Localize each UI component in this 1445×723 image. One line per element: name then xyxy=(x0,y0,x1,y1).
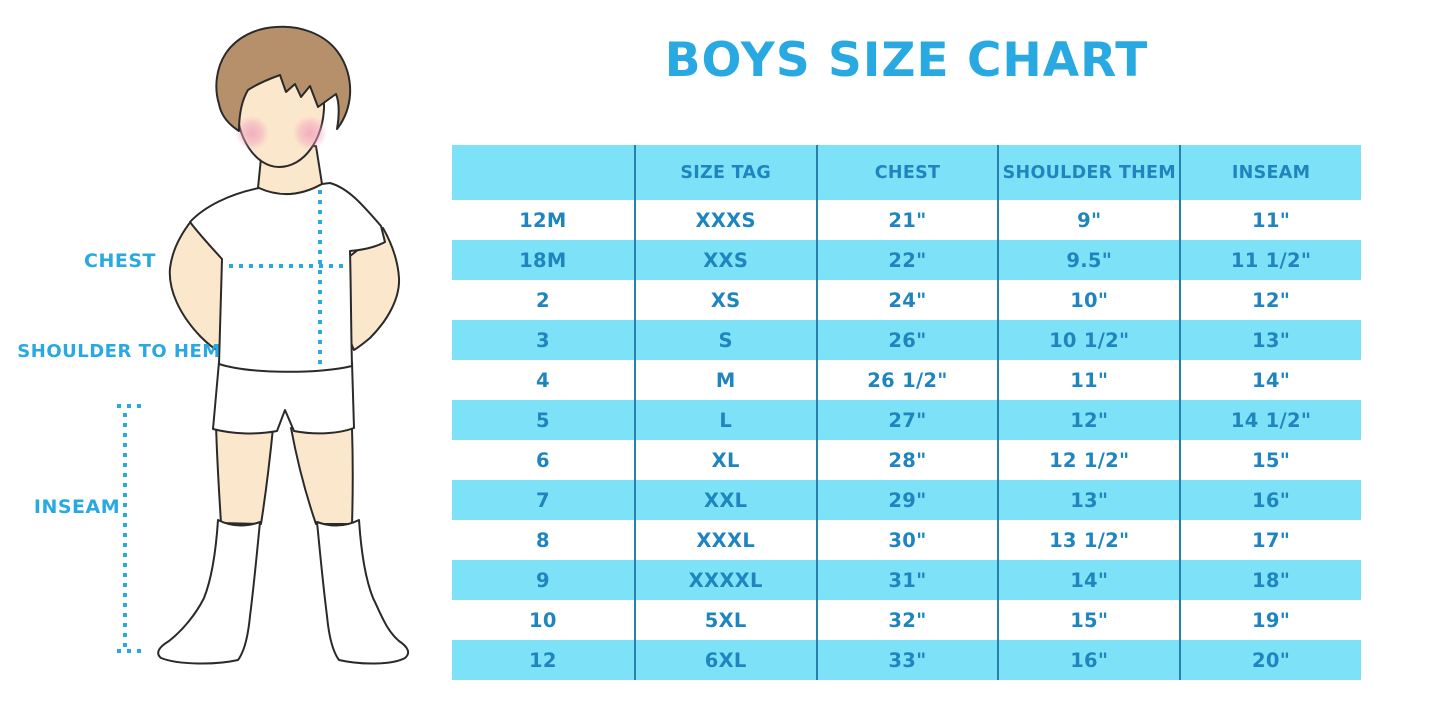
table-cell: 20" xyxy=(1179,640,1361,680)
table-cell: XXS xyxy=(633,240,816,280)
table-cell: 24" xyxy=(815,280,998,320)
table-cell: 11 1/2" xyxy=(1179,240,1361,280)
table-cell: 3 xyxy=(535,328,550,352)
table-cell: 16" xyxy=(1179,480,1361,520)
table-cell: XXXL xyxy=(633,520,816,560)
table-cell: 14" xyxy=(997,560,1179,600)
table-cell: XS xyxy=(633,280,816,320)
right-cheek xyxy=(293,116,327,150)
table-cell: 4 xyxy=(535,368,550,392)
hair-shape xyxy=(215,25,352,132)
table-cell: 10" xyxy=(997,280,1179,320)
table-cell: 29" xyxy=(815,480,998,520)
table-cell: S xyxy=(633,320,816,360)
chest-measurement-label: CHEST xyxy=(84,250,156,272)
table-cell: 9.5" xyxy=(997,240,1179,280)
column-header-empty xyxy=(452,145,634,200)
table-row-size-2: 2 XS 24" 10" 12" xyxy=(452,280,1361,320)
table-row-size-10: 10 5XL 32" 15" 19" xyxy=(452,600,1361,640)
table-cell: 11" xyxy=(997,360,1179,400)
table-cell: 19" xyxy=(1179,600,1361,640)
boy-illustration xyxy=(117,25,410,665)
table-cell: 18M xyxy=(519,248,567,272)
inseam-measurement-label: INSEAM xyxy=(33,496,121,518)
table-row-size-9: 9 XXXXL 31" 14" 18" xyxy=(452,560,1361,600)
table-cell: 2 xyxy=(535,288,550,312)
table-row-size-8: 8 XXXL 30" 13 1/2" 17" xyxy=(452,520,1361,560)
table-cell: 30" xyxy=(815,520,998,560)
table-cell: 14 1/2" xyxy=(1179,400,1361,440)
table-cell: 13 1/2" xyxy=(997,520,1179,560)
left-leg-shape xyxy=(215,424,274,525)
table-cell: 9" xyxy=(997,200,1179,240)
table-row-size-6: 6 XL 28" 12 1/2" 15" xyxy=(452,440,1361,480)
column-header-shoulder-them: SHOULDER THEM xyxy=(997,145,1179,200)
table-row-size-3: 3 S 26" 10 1/2" 13" xyxy=(452,320,1361,360)
table-row-size-12: 12 6XL 33" 16" 20" xyxy=(452,640,1361,680)
table-cell: 27" xyxy=(815,400,998,440)
table-cell: 5 xyxy=(535,408,550,432)
size-chart-table: SIZE TAG CHEST SHOULDER THEM INSEAM 12M XXXS… xyxy=(452,145,1361,680)
table-cell: 17" xyxy=(1179,520,1361,560)
table-cell: XL xyxy=(633,440,816,480)
column-header-size-tag: SIZE TAG xyxy=(633,145,816,200)
table-cell: 13" xyxy=(1179,320,1361,360)
table-cell: 33" xyxy=(815,640,998,680)
table-cell: XXXS xyxy=(633,200,816,240)
table-cell: 15" xyxy=(997,600,1179,640)
table-cell: 16" xyxy=(997,640,1179,680)
table-cell: 12 1/2" xyxy=(997,440,1179,480)
table-header-row: SIZE TAG CHEST SHOULDER THEM INSEAM xyxy=(452,145,1361,200)
column-header-inseam: INSEAM xyxy=(1179,145,1361,200)
table-cell: 15" xyxy=(1179,440,1361,480)
table-cell: 12 xyxy=(529,648,557,672)
table-cell: 21" xyxy=(815,200,998,240)
table-cell: 13" xyxy=(997,480,1179,520)
table-row-size-5: 5 L 27" 12" 14 1/2" xyxy=(452,400,1361,440)
shoulder-to-hem-measurement-label: SHOULDER TO HEM xyxy=(17,341,221,362)
table-cell: 26" xyxy=(815,320,998,360)
table-cell: 14" xyxy=(1179,360,1361,400)
table-row-size-12m: 12M XXXS 21" 9" 11" xyxy=(452,200,1361,240)
table-cell: 10 1/2" xyxy=(997,320,1179,360)
table-cell: L xyxy=(633,400,816,440)
table-cell: 31" xyxy=(815,560,998,600)
table-cell: 12" xyxy=(1179,280,1361,320)
table-cell: 6 xyxy=(535,448,550,472)
table-cell: 18" xyxy=(1179,560,1361,600)
table-row-size-18m: 18M XXS 22" 9.5" 11 1/2" xyxy=(452,240,1361,280)
table-cell: XXL xyxy=(633,480,816,520)
left-sock-shape xyxy=(157,519,261,665)
table-cell: 10 xyxy=(529,608,557,632)
table-row-size-7: 7 XXL 29" 13" 16" xyxy=(452,480,1361,520)
table-cell: XXXXL xyxy=(633,560,816,600)
table-cell: 12M xyxy=(519,208,567,232)
table-cell: 11" xyxy=(1179,200,1361,240)
shorts-shape xyxy=(212,361,355,435)
table-cell: 6XL xyxy=(633,640,816,680)
table-cell: 7 xyxy=(535,488,550,512)
table-row-size-4: 4 M 26 1/2" 11" 14" xyxy=(452,360,1361,400)
right-leg-shape xyxy=(290,427,354,525)
table-cell: 5XL xyxy=(633,600,816,640)
table-cell: 22" xyxy=(815,240,998,280)
table-cell: 28" xyxy=(815,440,998,480)
table-cell: 26 1/2" xyxy=(815,360,998,400)
table-cell: 8 xyxy=(535,528,550,552)
left-cheek xyxy=(235,116,269,150)
right-sock-shape xyxy=(316,519,410,665)
table-cell: 32" xyxy=(815,600,998,640)
table-cell: 12" xyxy=(997,400,1179,440)
table-body: 12M XXXS 21" 9" 11" 18M XXS 22" 9.5" 11 1/2" 2 XS 24… xyxy=(452,200,1361,680)
page-title: BOYS SIZE CHART xyxy=(664,33,1149,88)
table-cell: M xyxy=(633,360,816,400)
tshirt-shape xyxy=(189,182,386,373)
column-header-chest: CHEST xyxy=(815,145,998,200)
table-cell: 9 xyxy=(535,568,550,592)
